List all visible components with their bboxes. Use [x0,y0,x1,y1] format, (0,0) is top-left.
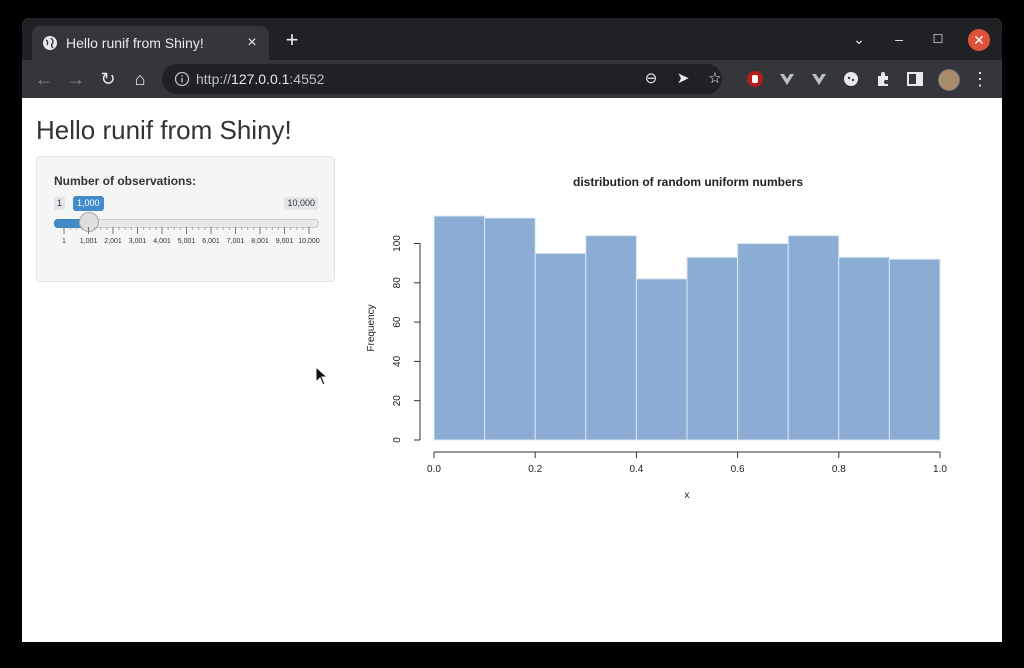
y-axis-tick-label: 20 [392,395,403,407]
side-panel-icon[interactable] [906,70,924,88]
x-axis-tick-label: 0.6 [731,464,745,475]
forward-button[interactable]: → [67,69,85,89]
y-axis-tick-label: 60 [392,316,403,328]
slider-label: Number of observations: [54,174,197,188]
histogram-bar [737,243,789,441]
slider-grid-label: 4,001 [153,238,171,245]
maximize-button[interactable]: ☐ [932,32,944,46]
tab-active[interactable]: Hello runif from Shiny! × [32,26,269,60]
send-icon[interactable]: ➤ [676,70,690,87]
minimize-button[interactable]: – [895,31,903,47]
zoom-icon[interactable]: ⊖ [644,70,658,87]
profile-avatar[interactable] [938,69,960,91]
slider-min-label: 1 [54,197,66,210]
chart-ylabel: Frequency [366,304,377,351]
slider-grid-label: 1 [62,238,66,245]
histogram-bar [888,258,941,441]
sidebar-panel: Number of observations: 1 10,000 1,000 1… [36,156,335,282]
x-axis-tick-label: 0.0 [427,464,441,475]
bars-group [433,215,941,441]
slider-grid-label: 10,000 [298,238,320,245]
histogram-bar [534,252,587,441]
browser-toolbar: ← → ↻ ⌂ http://127.0.0.1:4552 ⊖ ➤ ☆ [22,60,1002,98]
slider-value-label: 1,000 [73,196,104,211]
histogram-bar [686,256,739,441]
tab-strip: Hello runif from Shiny! × + ⌄ – ☐ ✕ [22,18,1002,60]
tab-search-button[interactable]: ⌄ [853,31,865,47]
reload-button[interactable]: ↻ [100,69,116,89]
histogram-bar [484,217,536,441]
stop-extension-icon[interactable] [746,70,764,88]
tab-title: Hello runif from Shiny! [66,35,204,51]
y-axis-tick-label: 100 [392,235,403,252]
x-axis-tick-label: 0.2 [528,464,542,475]
browser-window: Hello runif from Shiny! × + ⌄ – ☐ ✕ ← → … [22,18,1002,642]
histogram-bar [635,278,688,441]
tab-close-button[interactable]: × [247,34,257,51]
cookie-icon[interactable] [842,70,860,88]
y-axis: 0 20 40 60 80 100 [392,235,421,443]
slider-grid-label: 5,001 [177,238,196,245]
slider-grid-label: 2,001 [104,238,122,245]
histogram-plot: distribution of random uniform numbers x… [366,175,947,501]
puzzle-icon[interactable] [874,70,892,88]
url-host: 127.0.0.1 [231,71,290,87]
y-axis-tick-label: 40 [392,355,403,367]
chart-xlabel: x [685,490,690,501]
y-axis-tick-label: 80 [392,277,403,289]
page-content: Hello runif from Shiny! Number of observ… [22,98,1002,642]
slider-grid-label: 9,001 [275,238,294,245]
slider-max-label: 10,000 [284,197,318,210]
info-icon[interactable] [174,71,190,87]
bookmark-star-icon[interactable]: ☆ [708,70,722,87]
home-button[interactable]: ⌂ [134,69,146,89]
globe-icon [43,36,57,50]
histogram-bar [433,215,486,441]
x-axis: 0.0 0.2 0.4 0.6 0.8 1.0 [427,451,947,475]
close-window-button[interactable]: ✕ [968,29,990,51]
new-tab-button[interactable]: + [285,27,299,52]
page-title: Hello runif from Shiny! [36,115,292,145]
x-axis-tick-label: 0.8 [832,464,846,475]
slider-grid-label: 7,001 [226,238,245,245]
x-axis-tick-label: 0.4 [629,464,643,475]
histogram-bar [585,235,637,441]
vivaldi-v2-icon[interactable] [810,70,828,88]
slider-grid-label: 6,001 [202,238,220,245]
url-scheme: http:// [196,71,232,87]
chart-title: distribution of random uniform numbers [573,175,803,189]
vivaldi-v-icon[interactable] [778,70,796,88]
x-axis-tick-label: 1.0 [933,464,947,475]
histogram-bar [787,235,840,441]
y-axis-tick-label: 0 [392,437,403,443]
url-text[interactable]: http://127.0.0.1:4552 [196,71,324,87]
slider-grid-label: 3,001 [128,238,147,245]
url-port: :4552 [289,71,325,87]
histogram-bar [838,256,890,441]
address-bar[interactable]: http://127.0.0.1:4552 ⊖ ➤ ☆ [162,64,722,94]
slider-grid-label: 1,001 [79,238,98,245]
mouse-cursor-icon [315,366,329,386]
back-button[interactable]: ← [35,69,53,89]
slider-grid-ticks [63,227,310,234]
slider-grid-label: 8,001 [251,238,269,245]
menu-kebab-icon[interactable]: ⋮ [971,69,989,89]
